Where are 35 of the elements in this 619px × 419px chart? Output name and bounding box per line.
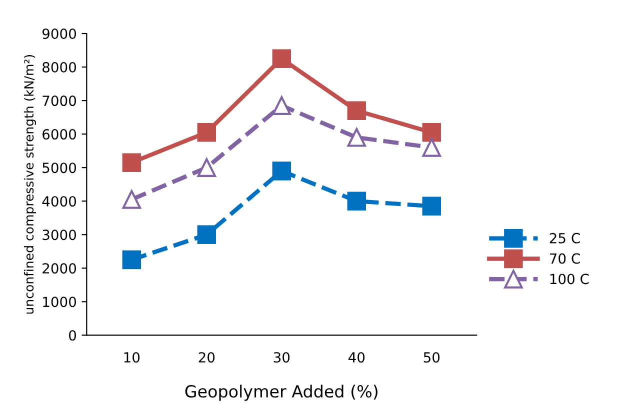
point [422, 196, 442, 216]
point [122, 250, 142, 270]
point [197, 158, 216, 177]
legend-label: 25 C [550, 232, 580, 244]
point [272, 162, 292, 180]
x-tick-label: 20 [198, 352, 215, 363]
y-tick-label: 4000 [42, 196, 76, 207]
point [422, 138, 442, 157]
y-tick-label: 1000 [43, 296, 76, 308]
y-tick-label: 5000 [42, 162, 76, 174]
point [347, 101, 366, 120]
y-tick-label: 3000 [42, 230, 76, 240]
x-tick-label: 50 [424, 352, 440, 363]
x-axis-title: Geopolymer Added (%) [185, 384, 378, 401]
point [347, 192, 366, 210]
y-tick-label: 7000 [42, 96, 76, 106]
y-tick-label: 9000 [42, 28, 76, 39]
point [422, 123, 442, 142]
point [122, 153, 142, 172]
point [272, 49, 292, 68]
point [122, 190, 142, 209]
x-tick-label: 10 [124, 352, 140, 363]
x-tick-label: 40 [348, 352, 365, 363]
y-tick-label: 8000 [42, 62, 76, 73]
point [272, 96, 292, 115]
point [197, 123, 216, 142]
x-tick-label: 30 [274, 352, 290, 363]
point [347, 128, 366, 147]
y-axis-title: unconfined compressive strength (kN/m²) [24, 55, 36, 314]
legend-label: 70 C [550, 253, 580, 264]
y-tick-label: 6000 [42, 129, 76, 140]
legend-label: 100 C [550, 274, 589, 284]
point [197, 225, 216, 244]
y-tick-label: 0 [69, 330, 76, 341]
y-tick-label: 2000 [42, 263, 76, 274]
